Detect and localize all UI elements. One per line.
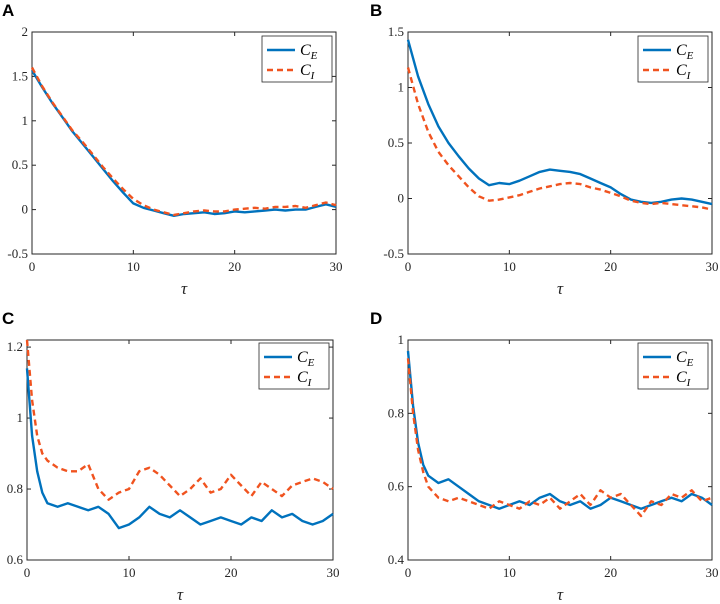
panel-a-ytick-label: 0.5 (12, 157, 28, 172)
panel-d-ytick-label: 0.4 (388, 552, 405, 567)
panel-a-xlabel: τ (181, 279, 188, 298)
panel-c-series-ci-line (25, 339, 334, 501)
panel-a-ytick-label: 2 (22, 24, 29, 39)
panel-a-ytick-label: 1.5 (12, 68, 28, 83)
panel-d-ytick-label: 0.8 (388, 405, 404, 420)
panel-b-xtick-label: 0 (405, 259, 412, 274)
panel-d-xlabel: τ (557, 585, 564, 604)
panel-b-series-ci-line (406, 67, 713, 211)
panel-c-xtick-label: 10 (123, 565, 136, 580)
panel-c-xtick-label: 30 (327, 565, 340, 580)
panel-d-series-ce-line (406, 350, 713, 510)
panel-c-series-ce-line (25, 368, 334, 530)
panel-c-legend-box (258, 342, 330, 390)
panel-b-legend-label-ci: CI (676, 62, 692, 82)
panel-d-xtick-label: 0 (405, 565, 412, 580)
panel-a-series-ce-line (30, 69, 337, 218)
panel-d-axes-box (407, 339, 713, 561)
panel-a-ytick-label: -0.5 (7, 246, 28, 261)
panel-d-ytick-label: 1 (398, 332, 405, 347)
panel-label-a: A (2, 1, 14, 20)
panel-b-ytick-label: 1 (398, 80, 405, 95)
panel-a-xtick-label: 10 (127, 259, 140, 274)
panel-b-xtick-label: 30 (706, 259, 719, 274)
panel-c-ytick-label: 0.6 (7, 552, 24, 567)
panel-d-series-ci-line (406, 358, 713, 518)
panel-d-legend-label-ci: CI (676, 369, 692, 389)
panel-c-xtick-label: 0 (24, 565, 31, 580)
panel-a-series-ci-line (30, 66, 337, 217)
panel-d-xtick-label: 20 (604, 565, 617, 580)
panel-label-c: C (2, 309, 14, 328)
panel-a-xtick-label: 0 (29, 259, 36, 274)
panel-b-xlabel: τ (557, 279, 564, 298)
panel-label-b: B (370, 1, 382, 20)
panel-b-xtick-label: 10 (503, 259, 516, 274)
panel-a-legend-box (261, 35, 333, 83)
panel-d-legend-box (637, 342, 709, 390)
panel-b-xtick-label: 20 (604, 259, 617, 274)
panel-b-ytick-label: 1.5 (388, 24, 404, 39)
panel-d-ytick-label: 0.6 (388, 479, 405, 494)
panel-c-xtick-label: 20 (225, 565, 238, 580)
panel-c-ytick-label: 1.2 (7, 339, 23, 354)
panel-b-legend-box (637, 35, 709, 83)
panel-b-legend-label-ce: CE (676, 42, 694, 62)
panel-b-ytick-label: 0.5 (388, 135, 404, 150)
panel-c-ytick-label: 0.8 (7, 481, 23, 496)
panel-label-d: D (370, 309, 382, 328)
panel-c-xlabel: τ (177, 585, 184, 604)
panel-d-xtick-label: 30 (706, 565, 719, 580)
panel-d-xtick-label: 10 (503, 565, 516, 580)
panel-a-ytick-label: 0 (22, 202, 29, 217)
panel-b-ytick-label: 0 (398, 191, 405, 206)
panel-a-ytick-label: 1 (22, 113, 29, 128)
panel-c-legend-label-ci: CI (297, 369, 313, 389)
panel-a-axes-box (31, 31, 337, 255)
panel-a-legend-label-ce: CE (300, 42, 318, 62)
panel-a-xtick-label: 30 (330, 259, 343, 274)
panel-a-xtick-label: 20 (228, 259, 241, 274)
panel-d-legend-label-ce: CE (676, 349, 694, 369)
panel-c-ytick-label: 1 (17, 410, 24, 425)
panel-c-axes-box (26, 339, 334, 561)
panel-c-legend-label-ce: CE (297, 349, 315, 369)
panel-b-series-ce-line (406, 39, 713, 206)
panel-b-ytick-label: -0.5 (383, 246, 404, 261)
panel-a-legend-label-ci: CI (300, 62, 316, 82)
